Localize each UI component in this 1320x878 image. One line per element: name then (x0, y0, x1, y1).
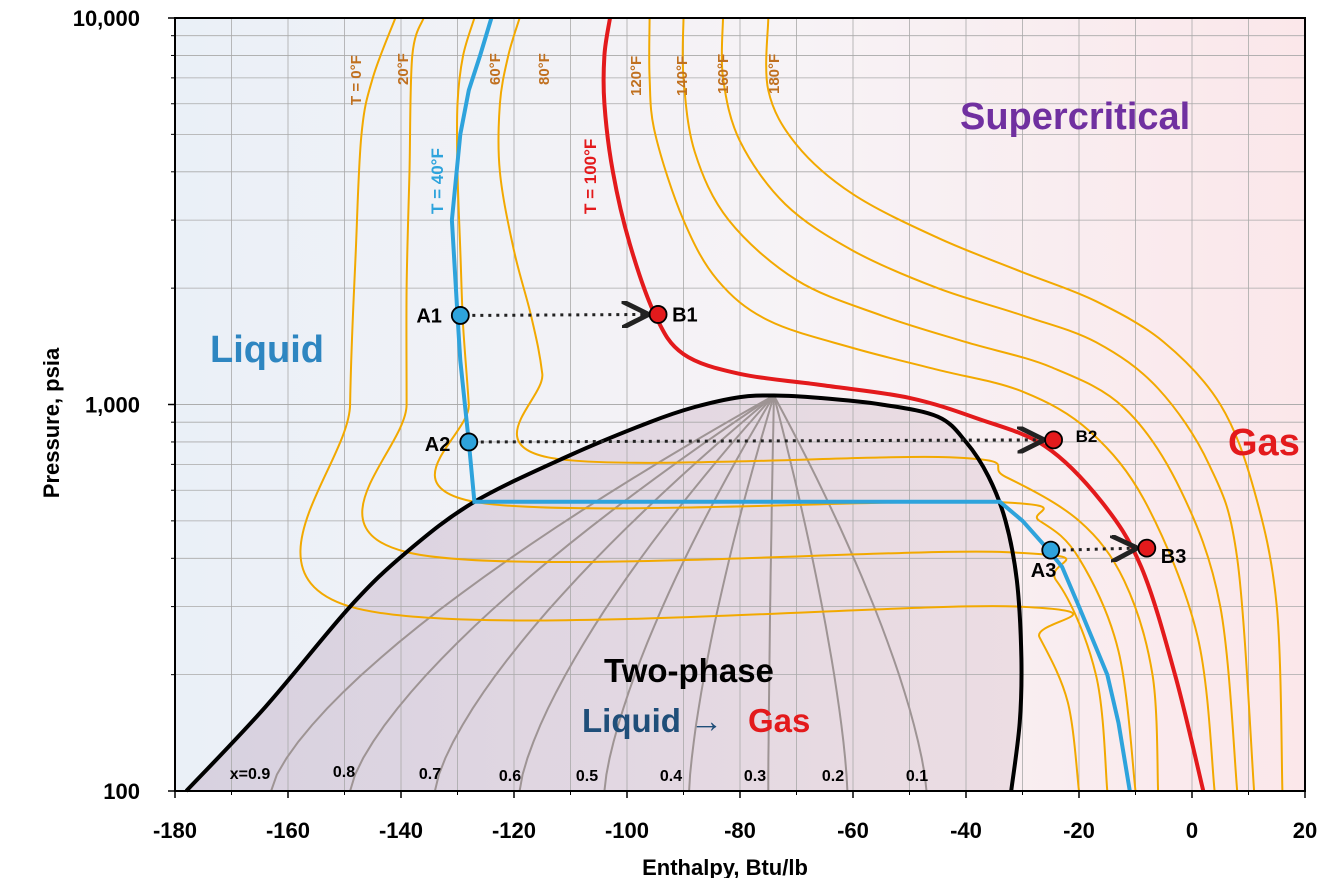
arrows (472, 314, 1134, 550)
isotherm-label-20F: 20°F (395, 53, 412, 85)
isotherm-label-140F: 140°F (674, 56, 691, 96)
quality-line (773, 395, 928, 792)
x-tick-label: -140 (379, 818, 423, 843)
quality-label-0.1: 0.1 (906, 768, 928, 785)
y-tick-label: 100 (103, 779, 140, 804)
point-A1 (450, 306, 470, 325)
isotherm-line (681, 17, 1239, 792)
isotherm-line (648, 17, 1216, 792)
tick-labels: -180 -160 -140 -120 -100 -80 -60 -40 -20 0 20 100 1,… (73, 6, 1318, 843)
region-label-two-phase: Two-phase (604, 652, 774, 689)
x-tick-label: -40 (950, 818, 982, 843)
isotherm-label-160F: 160°F (715, 54, 732, 94)
isotherms (299, 17, 1284, 792)
region-label-liquid: Liquid (210, 329, 324, 371)
arrow-A2-B2 (480, 440, 1042, 442)
y-tick-label: 10,000 (73, 6, 140, 31)
quality-label-0.5: 0.5 (576, 768, 598, 785)
point-label-A3: A3 (1031, 560, 1057, 582)
y-axis-title: Pressure, psia (39, 347, 64, 498)
point-A2 (459, 432, 479, 452)
quality-label-0.7: 0.7 (419, 766, 441, 783)
isotherm-label-0F: T = 0°F (348, 55, 365, 105)
region-label-gas: Gas (1228, 422, 1300, 464)
point-label-A1: A1 (416, 305, 442, 327)
isotherm-line (765, 17, 1284, 792)
quality-label-0.4: 0.4 (660, 768, 682, 785)
point-label-B1: B1 (672, 304, 698, 326)
x-tick-label: -80 (724, 818, 756, 843)
region-label-supercritical: Supercritical (960, 96, 1190, 138)
point-label-B3: B3 (1161, 546, 1187, 568)
isotherm-label-180F: 180°F (766, 54, 783, 94)
isotherm-line (497, 17, 1160, 792)
x-tick-label: 20 (1293, 818, 1317, 843)
region-label-two-phase-liquid: Liquid → (582, 702, 723, 739)
quality-label-0.8: 0.8 (333, 764, 355, 781)
point-A3 (1041, 540, 1061, 560)
quality-line (270, 394, 775, 792)
region-label-two-phase-gas: Gas (748, 702, 810, 739)
isotherm-label-120F: 120°F (628, 56, 645, 96)
isotherm-label-80F: 80°F (536, 53, 553, 85)
x-tick-label: 0 (1186, 818, 1198, 843)
isotherm-line (720, 17, 1256, 792)
quality-label-0.9: x=0.9 (230, 766, 271, 783)
two-phase-region (186, 395, 1022, 791)
point-B1 (648, 305, 668, 324)
point-label-A2: A2 (425, 434, 451, 456)
quality-line (772, 395, 849, 792)
point-label-B2: B2 (1076, 427, 1098, 446)
arrow-A1-B1 (472, 314, 646, 315)
x-tick-label: -60 (837, 818, 869, 843)
phase-envelope (184, 393, 1024, 793)
isotherm-line (433, 17, 1137, 792)
quality-label-0.2: 0.2 (822, 768, 844, 785)
x-tick-label: -20 (1063, 818, 1095, 843)
isotherm-40F (449, 17, 1132, 792)
x-tick-label: -180 (153, 818, 197, 843)
x-tick-label: -160 (266, 818, 310, 843)
isotherm-label-100F: T = 100°F (581, 139, 600, 214)
x-tick-label: -120 (492, 818, 536, 843)
point-B3 (1137, 538, 1157, 558)
y-tick-label: 1,000 (85, 393, 140, 418)
isotherm-label-60F: 60°F (487, 53, 504, 85)
quality-line (349, 394, 775, 792)
quality-label-0.6: 0.6 (499, 768, 521, 785)
state-points: A1 B1 A2 B2 A3 B3 (416, 304, 1186, 582)
x-axis-title: Enthalpy, Btu/lb (642, 855, 808, 878)
x-tick-label: -100 (605, 818, 649, 843)
isotherm-label-40F: T = 40°F (428, 148, 447, 214)
quality-label-0.3: 0.3 (744, 768, 766, 785)
point-B2 (1044, 430, 1063, 450)
